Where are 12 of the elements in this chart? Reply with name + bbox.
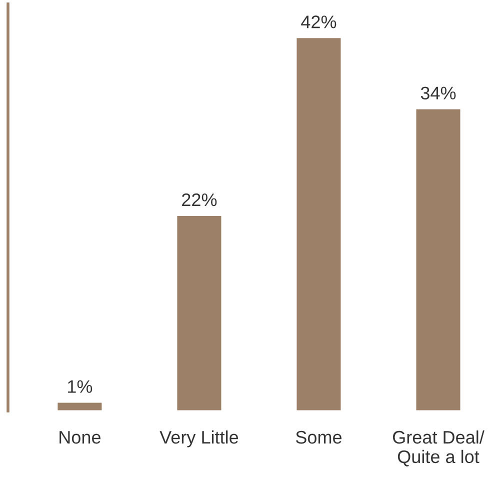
x-tick-label: Very Little — [160, 430, 238, 448]
x-tick-label: Some — [296, 430, 342, 444]
bar — [176, 214, 223, 411]
data-label: 22% — [182, 193, 217, 206]
data-label: 1% — [68, 380, 92, 393]
x-tick-label: None — [60, 431, 100, 444]
data-label: 42% — [301, 16, 336, 28]
bar — [56, 401, 104, 411]
data-label: 34% — [420, 86, 456, 100]
bar — [295, 36, 342, 411]
bar — [414, 108, 462, 411]
x-tick-label: Great Deal/ Quite a lot — [392, 430, 484, 466]
